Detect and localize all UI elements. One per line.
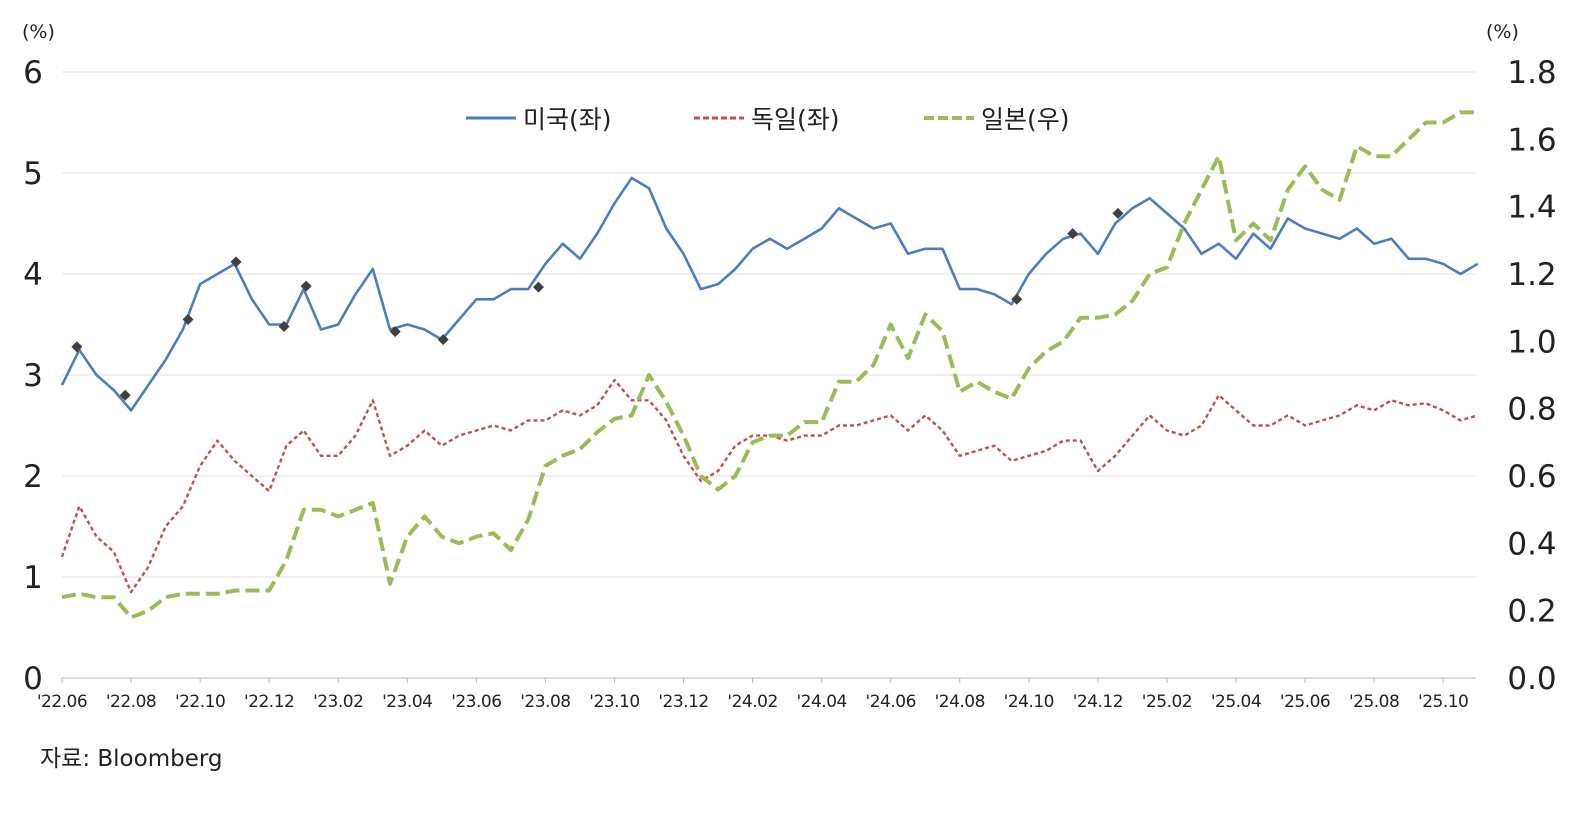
source-note: 자료: Bloomberg — [40, 746, 223, 772]
series-lines — [60, 110, 1479, 620]
diamond-marker — [437, 334, 449, 346]
left-tick-label: 4 — [23, 257, 43, 293]
event-markers — [71, 207, 1124, 401]
x-tick-label: '24.10 — [1004, 692, 1054, 712]
left-axis-ticks: 0 1 2 3 4 5 6 — [23, 55, 43, 697]
x-tick-label: '25.04 — [1211, 692, 1261, 712]
x-axis-ticks: '22.06 '22.08 '22.10 '22.12 '23.02 '23.04 '23.… — [37, 678, 1469, 712]
x-tick-label: '24.04 — [796, 692, 846, 712]
x-tick-label: '22.12 — [244, 692, 294, 712]
x-tick-label: '22.10 — [175, 692, 225, 712]
right-tick-label: 0.2 — [1507, 594, 1556, 630]
left-tick-label: 5 — [23, 156, 43, 192]
x-tick-label: '25.08 — [1349, 692, 1399, 712]
left-tick-label: 3 — [23, 358, 43, 394]
x-tick-label: '22.08 — [106, 692, 156, 712]
right-axis-ticks: 0.0 0.2 0.4 0.6 0.8 1.0 1.2 1.4 1.6 1.8 — [1507, 55, 1556, 697]
legend-label: 미국(좌) — [523, 105, 612, 134]
gridlines — [62, 71, 1476, 578]
left-tick-label: 0 — [23, 661, 43, 697]
right-tick-label: 0.4 — [1507, 526, 1556, 562]
right-tick-label: 1.0 — [1507, 324, 1556, 360]
x-tick-label: '24.02 — [727, 692, 777, 712]
left-tick-label: 1 — [23, 560, 43, 596]
right-tick-label: 1.2 — [1507, 257, 1556, 293]
right-tick-label: 0.0 — [1507, 661, 1556, 697]
diamond-marker — [300, 280, 312, 292]
x-tick-label: '23.08 — [520, 692, 570, 712]
x-tick-label: '23.10 — [589, 692, 639, 712]
x-tick-label: '24.06 — [866, 692, 916, 712]
diamond-marker — [230, 256, 242, 268]
x-tick-label: '24.08 — [935, 692, 985, 712]
diamond-marker — [71, 341, 83, 353]
diamond-marker — [389, 326, 401, 338]
x-tick-label: '25.10 — [1418, 692, 1468, 712]
series-line-2 — [61, 110, 1478, 620]
x-tick-label: '23.04 — [382, 692, 432, 712]
x-tick-label: '23.02 — [313, 692, 363, 712]
series-line-0 — [60, 176, 1479, 412]
right-tick-label: 1.4 — [1507, 190, 1556, 226]
left-tick-label: 2 — [23, 459, 43, 495]
x-tick-label: '25.06 — [1280, 692, 1330, 712]
left-tick-label: 6 — [23, 55, 43, 91]
left-axis-unit: (%) — [22, 21, 55, 43]
right-axis-unit: (%) — [1486, 21, 1519, 43]
diamond-marker — [119, 389, 131, 401]
x-tick-label: '25.02 — [1142, 692, 1192, 712]
right-tick-label: 1.6 — [1507, 122, 1556, 158]
diamond-marker — [533, 281, 545, 293]
x-tick-label: '22.06 — [37, 692, 87, 712]
diamond-marker — [1011, 293, 1023, 305]
x-tick-label: '23.06 — [451, 692, 501, 712]
diamond-marker — [182, 313, 194, 325]
right-tick-label: 0.8 — [1507, 392, 1556, 428]
diamond-marker — [1067, 228, 1079, 240]
right-tick-label: 0.6 — [1507, 459, 1556, 495]
legend-label: 독일(좌) — [751, 105, 840, 134]
diamond-marker — [1112, 207, 1124, 219]
legend: 미국(좌) 독일(좌) 일본(우) — [466, 105, 1070, 134]
x-tick-label: '23.12 — [658, 692, 708, 712]
x-tick-label: '24.12 — [1073, 692, 1123, 712]
diamond-marker — [278, 321, 290, 333]
right-tick-label: 1.8 — [1507, 55, 1556, 91]
series-line-1 — [60, 378, 1479, 594]
legend-label: 일본(우) — [981, 105, 1070, 134]
